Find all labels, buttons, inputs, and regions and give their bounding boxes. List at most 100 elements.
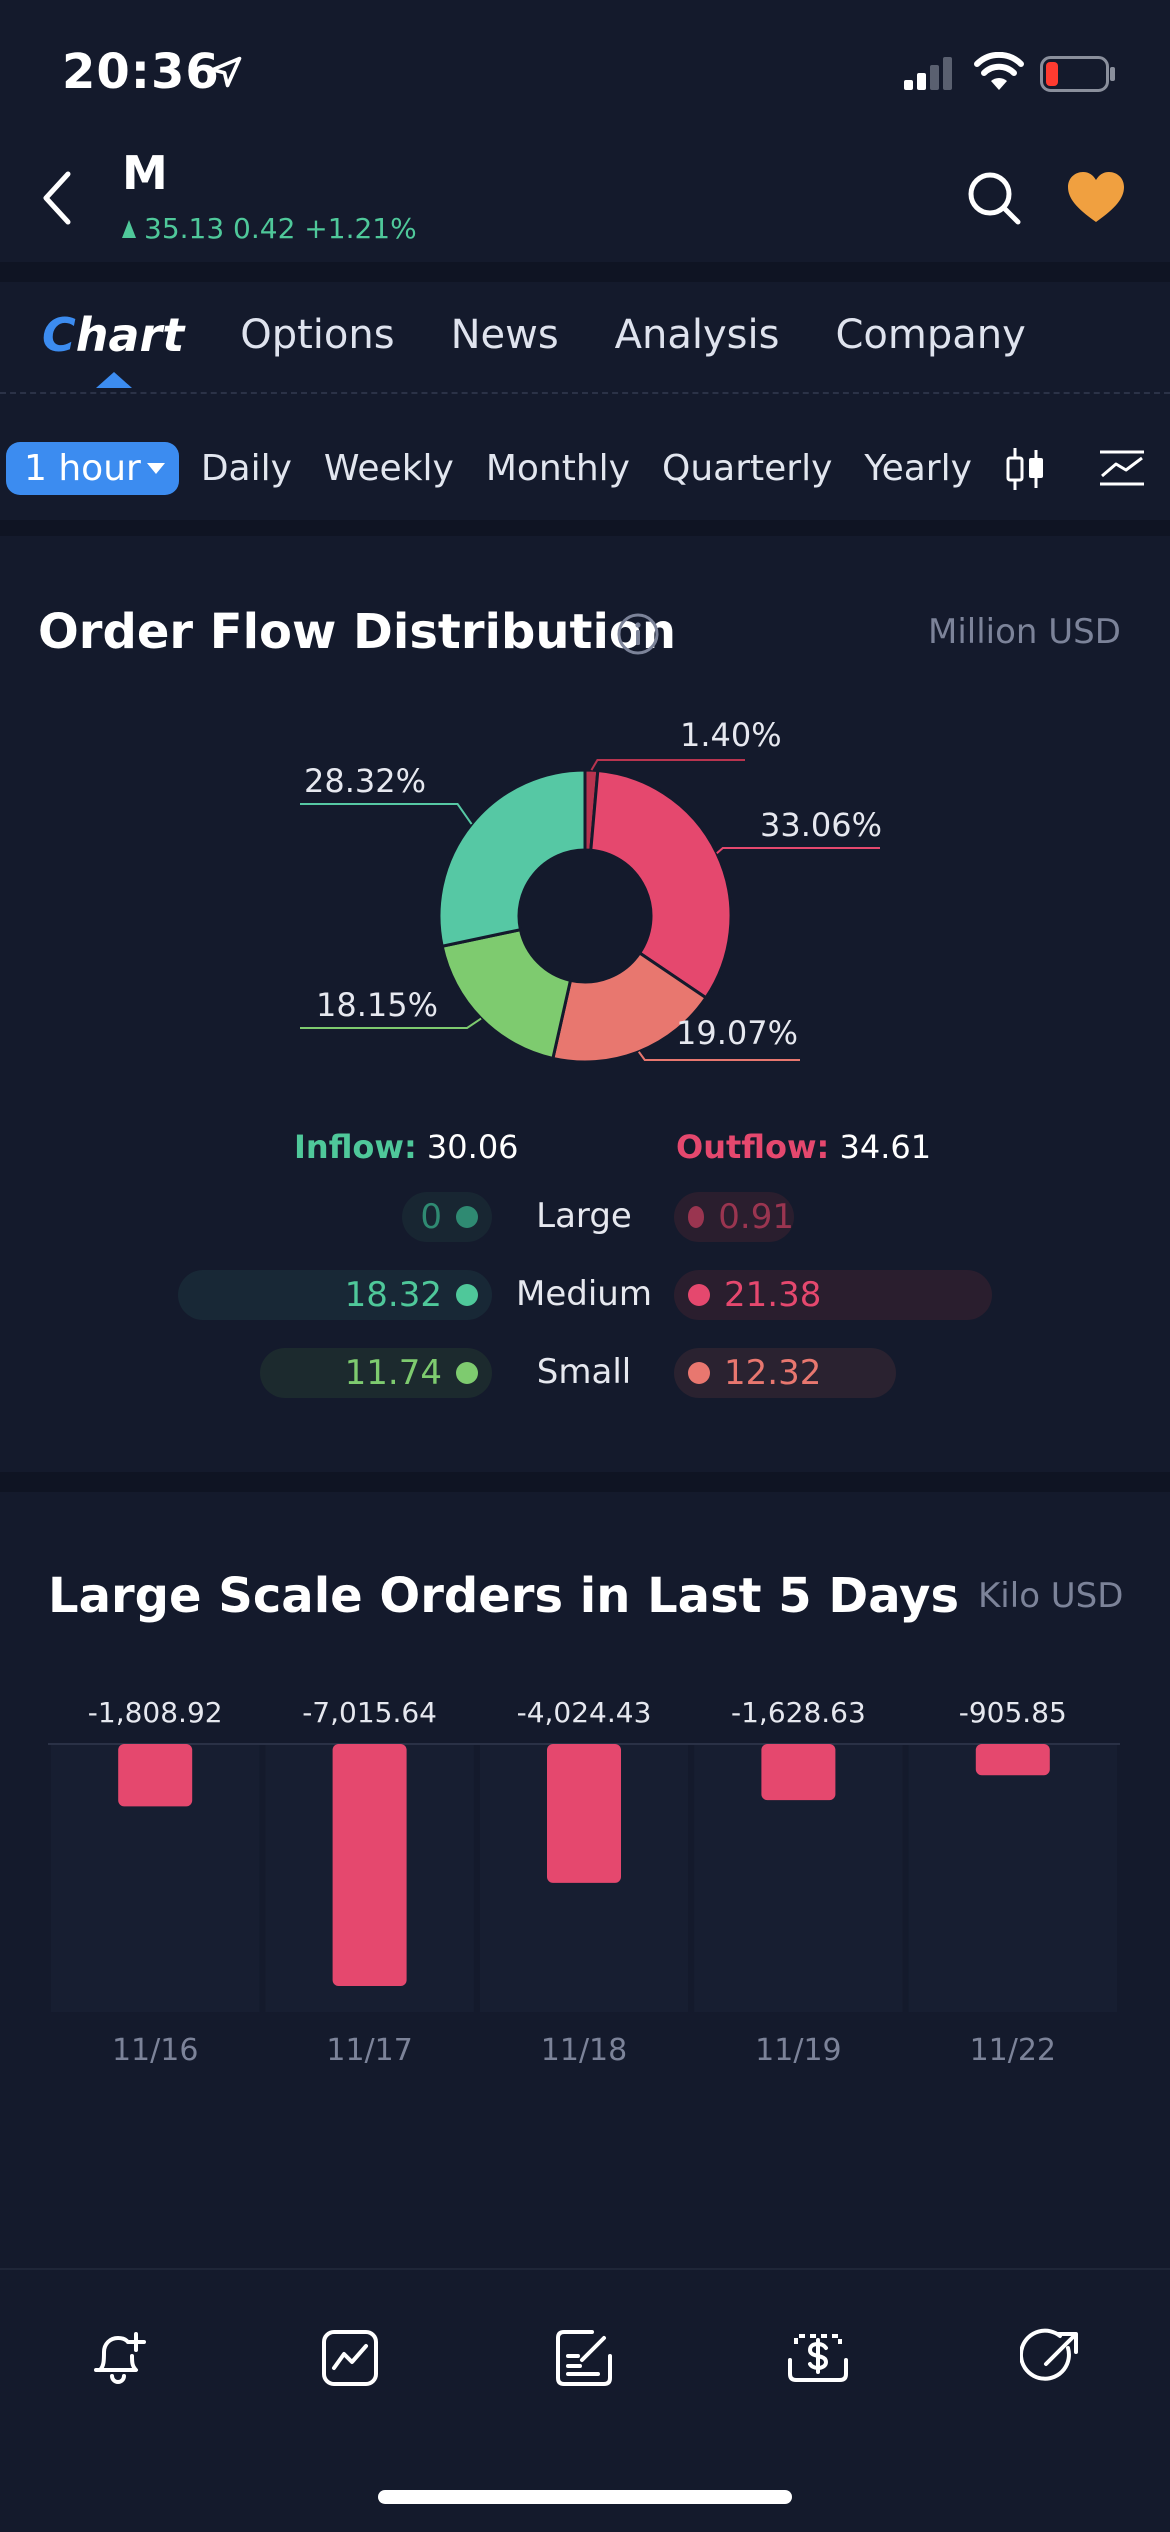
inflow-value: 30.06 — [426, 1128, 519, 1166]
bar-value-label: -4,024.43 — [517, 1696, 652, 1729]
bar — [761, 1744, 836, 1801]
up-arrow-icon — [122, 219, 136, 238]
medium-outflow: 21.38 — [674, 1270, 992, 1320]
dot-icon — [456, 1206, 478, 1228]
row-label-large: Large — [536, 1196, 632, 1236]
medium-inflow-value: 18.32 — [344, 1275, 442, 1315]
pie-label: 1.40% — [680, 716, 782, 754]
bar — [547, 1744, 621, 1883]
bar-category-label: 11/19 — [755, 2033, 841, 2068]
pie-slice — [440, 927, 573, 1061]
tab-news[interactable]: News — [450, 312, 559, 358]
medium-inflow: 18.32 — [178, 1270, 492, 1320]
tab-options[interactable]: Options — [240, 312, 395, 358]
large-inflow: 0 — [402, 1192, 492, 1242]
section-divider — [0, 1472, 1170, 1492]
pie-leader-line — [300, 1017, 482, 1029]
pie-slice — [437, 768, 587, 949]
inflow-header: Inflow: 30.06 — [294, 1128, 519, 1166]
caret-down-icon — [146, 462, 165, 474]
dot-icon — [688, 1284, 710, 1306]
toolbar-divider — [0, 2268, 1170, 2270]
dot-icon — [456, 1284, 478, 1306]
period-monthly[interactable]: Monthly — [485, 447, 630, 489]
pie-label: 18.15% — [316, 986, 438, 1024]
alert-button[interactable] — [68, 2318, 168, 2398]
tab-company[interactable]: Company — [835, 312, 1026, 358]
dot-icon — [688, 1362, 710, 1384]
pie-slice — [551, 950, 709, 1064]
bar-value-label: -905.85 — [959, 1696, 1067, 1729]
bar-value-label: -1,808.92 — [88, 1696, 223, 1729]
back-chevron-icon[interactable] — [38, 168, 78, 228]
small-outflow-value: 12.32 — [724, 1353, 822, 1393]
tab-chart[interactable]: Chart — [42, 308, 185, 362]
quote-text: 35.13 0.42 +1.21% — [144, 212, 417, 245]
dot-icon — [688, 1206, 705, 1228]
section-divider — [0, 520, 1170, 536]
order-flow-unit: Million USD — [928, 612, 1121, 652]
row-label-small: Small — [536, 1352, 632, 1392]
price-dashed-line — [0, 392, 1170, 394]
period-dropdown-label: 1 hour — [24, 447, 141, 489]
small-inflow-value: 11.74 — [344, 1353, 442, 1393]
outflow-value: 34.61 — [839, 1128, 932, 1166]
price-quote: 35.13 0.42 +1.21% — [122, 212, 417, 245]
share-button[interactable] — [1002, 2318, 1102, 2398]
share-icon — [1020, 2328, 1078, 2381]
search-icon[interactable] — [966, 170, 1022, 226]
info-icon[interactable] — [616, 612, 660, 656]
bar-category-label: 11/16 — [112, 2033, 198, 2068]
large-orders-unit: Kilo USD — [978, 1576, 1124, 1616]
active-tab-indicator — [96, 372, 132, 388]
pie-leader-line — [590, 759, 745, 771]
large-inflow-value: 0 — [420, 1197, 442, 1237]
small-inflow: 11.74 — [260, 1348, 492, 1398]
inflow-label: Inflow: — [294, 1128, 417, 1166]
candlestick-icon[interactable] — [1004, 444, 1048, 494]
bar — [332, 1744, 407, 1986]
pie-leader-line — [300, 803, 473, 825]
large-outflow: 0.91 — [674, 1192, 794, 1242]
row-label-medium: Medium — [516, 1274, 652, 1314]
pie-leader-line — [637, 1051, 800, 1061]
home-indicator — [378, 2490, 792, 2504]
cell-signal-icon — [904, 57, 952, 90]
bar-column-bg — [908, 1744, 1117, 2012]
pie-label: 28.32% — [304, 762, 426, 800]
line-chart-icon[interactable] — [1098, 448, 1146, 488]
tab-analysis[interactable]: Analysis — [614, 312, 780, 358]
ticker-symbol: M — [122, 146, 168, 200]
bar — [975, 1744, 1050, 1776]
outflow-header: Outflow: 34.61 — [676, 1128, 931, 1166]
chart-icon — [322, 2330, 378, 2386]
outflow-label: Outflow: — [676, 1128, 830, 1166]
period-dropdown[interactable]: 1 hour — [6, 441, 179, 495]
status-time: 20:36 — [62, 44, 220, 100]
pie-slice — [589, 768, 733, 1000]
location-arrow-icon — [210, 56, 242, 88]
large-orders-bar-chart: -1,808.92 11/16 -7,015.64 11/17 -4,024.43 11/… — [48, 1696, 1120, 2068]
bar-category-label: 11/22 — [970, 2033, 1056, 2068]
bar — [118, 1744, 193, 1807]
trade-button[interactable] — [768, 2318, 868, 2398]
note-edit-icon — [556, 2330, 612, 2386]
period-quarterly[interactable]: Quarterly — [661, 447, 833, 489]
period-weekly[interactable]: Weekly — [323, 447, 454, 489]
bottom-toolbar — [0, 2270, 1170, 2532]
bar-value-label: -7,015.64 — [302, 1696, 437, 1729]
note-button[interactable] — [534, 2318, 634, 2398]
tab-bar: Chart Options News Analysis Company — [0, 282, 1170, 388]
pie-label: 19.07% — [676, 1014, 798, 1052]
bar-category-label: 11/18 — [541, 2033, 627, 2068]
small-outflow: 12.32 — [674, 1348, 896, 1398]
medium-outflow-value: 21.38 — [724, 1275, 822, 1315]
header-divider — [0, 262, 1170, 282]
favorite-heart-icon[interactable] — [1066, 170, 1126, 226]
bell-plus-icon — [94, 2332, 146, 2384]
chart-button[interactable] — [300, 2318, 400, 2398]
order-flow-donut-chart: 1.40% 33.06% 19.07% 18.15% 28.32% — [300, 716, 882, 1064]
dollar-tray-icon — [788, 2334, 848, 2382]
period-yearly[interactable]: Yearly — [864, 447, 972, 489]
period-daily[interactable]: Daily — [200, 447, 292, 489]
